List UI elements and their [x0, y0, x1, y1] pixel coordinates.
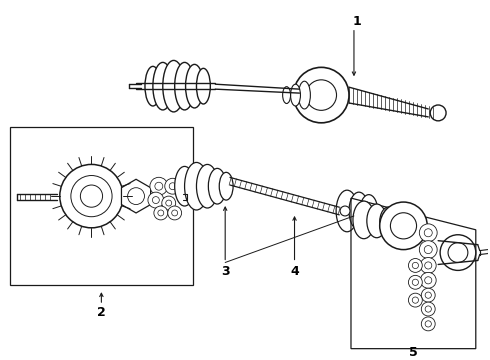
Circle shape [448, 243, 468, 262]
Circle shape [412, 262, 418, 269]
Circle shape [420, 273, 436, 288]
Ellipse shape [153, 62, 172, 110]
Circle shape [150, 177, 168, 195]
Circle shape [148, 192, 164, 208]
Circle shape [424, 229, 432, 237]
Ellipse shape [174, 166, 195, 206]
Text: 5: 5 [409, 346, 418, 359]
Circle shape [154, 206, 168, 220]
Circle shape [169, 183, 176, 190]
Ellipse shape [196, 68, 210, 104]
Circle shape [168, 206, 182, 220]
Circle shape [412, 279, 418, 285]
Ellipse shape [360, 195, 378, 227]
Circle shape [60, 165, 123, 228]
Ellipse shape [336, 190, 358, 232]
Ellipse shape [163, 60, 185, 112]
Circle shape [409, 275, 422, 289]
Ellipse shape [186, 64, 203, 108]
Ellipse shape [219, 172, 233, 200]
Circle shape [421, 288, 435, 302]
Circle shape [294, 67, 349, 123]
Ellipse shape [353, 201, 375, 239]
Ellipse shape [367, 204, 387, 238]
Text: 1: 1 [352, 15, 361, 28]
Ellipse shape [349, 192, 369, 230]
Circle shape [412, 297, 418, 303]
Text: 3: 3 [221, 265, 229, 278]
Circle shape [306, 80, 337, 111]
Ellipse shape [283, 87, 291, 104]
Ellipse shape [145, 66, 161, 106]
Ellipse shape [196, 165, 218, 208]
Circle shape [425, 262, 432, 269]
Circle shape [425, 277, 432, 284]
Circle shape [425, 306, 431, 312]
Circle shape [430, 105, 446, 121]
Circle shape [380, 202, 427, 249]
Ellipse shape [185, 162, 208, 210]
Circle shape [421, 302, 435, 316]
Ellipse shape [174, 62, 195, 110]
Circle shape [420, 257, 436, 273]
Circle shape [421, 317, 435, 331]
Circle shape [340, 206, 350, 216]
Circle shape [162, 196, 176, 210]
Polygon shape [122, 179, 150, 213]
Circle shape [409, 258, 422, 273]
Circle shape [165, 178, 181, 194]
Circle shape [71, 176, 112, 217]
Bar [10, 127, 193, 285]
Circle shape [419, 224, 437, 242]
Text: 2: 2 [97, 306, 106, 319]
Circle shape [127, 188, 145, 204]
Circle shape [155, 182, 163, 190]
Ellipse shape [298, 81, 310, 109]
Circle shape [424, 246, 432, 253]
Ellipse shape [291, 84, 300, 106]
Ellipse shape [380, 207, 397, 237]
Circle shape [158, 210, 164, 216]
Circle shape [391, 213, 416, 239]
Circle shape [419, 241, 437, 258]
Text: 4: 4 [290, 265, 299, 278]
Circle shape [409, 293, 422, 307]
Ellipse shape [208, 168, 226, 204]
Circle shape [425, 321, 431, 327]
Circle shape [152, 197, 159, 203]
Circle shape [440, 235, 476, 270]
Circle shape [80, 185, 102, 207]
Circle shape [172, 210, 178, 216]
Circle shape [425, 292, 431, 298]
Circle shape [166, 200, 171, 206]
